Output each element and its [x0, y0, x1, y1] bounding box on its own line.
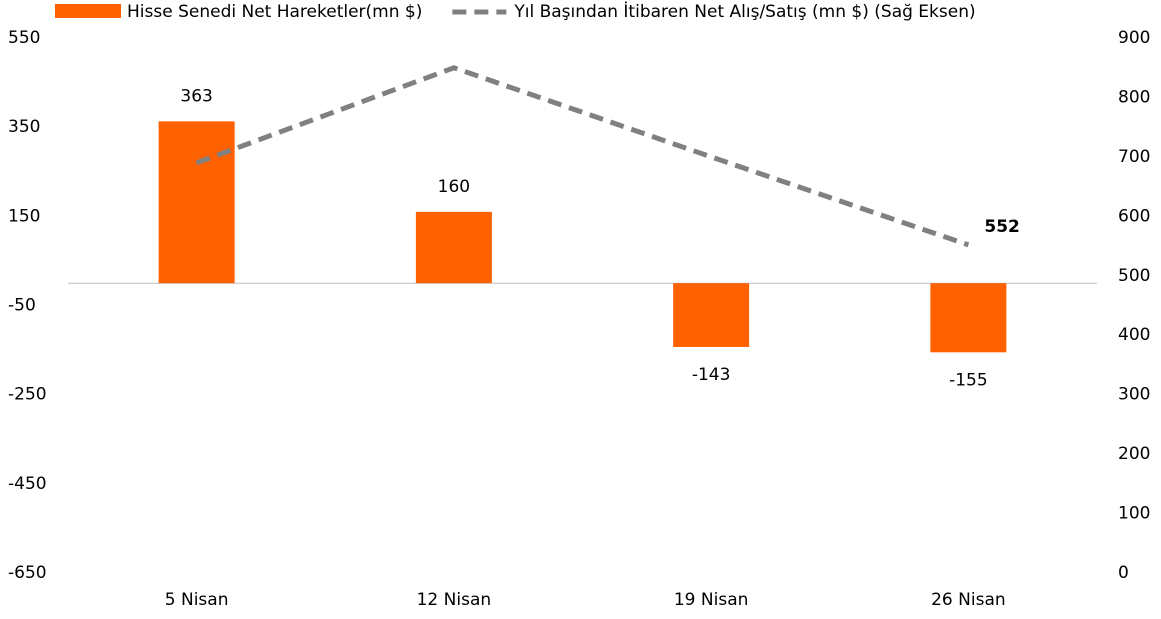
data-label: 363	[180, 86, 212, 106]
y2-tick-label: 800	[1118, 87, 1150, 107]
y2-tick-label: 400	[1118, 325, 1150, 345]
data-label: 160	[438, 177, 470, 197]
y2-tick-label: 300	[1118, 385, 1150, 405]
y2-tick-label: 100	[1118, 504, 1150, 524]
y2-tick-label: 600	[1118, 206, 1150, 226]
y-tick-label: -250	[8, 385, 47, 405]
bar	[158, 121, 235, 284]
y2-tick-label: 500	[1118, 266, 1150, 286]
y-tick-label: -650	[8, 563, 47, 583]
bar	[930, 283, 1007, 353]
line	[195, 65, 970, 248]
y2-tick-label: 900	[1118, 28, 1150, 48]
y2-tick-label: 0	[1118, 563, 1129, 583]
y2-tick-label: 700	[1118, 147, 1150, 167]
y-tick-label: 350	[8, 117, 40, 137]
bar	[415, 211, 492, 284]
data-label: -155	[949, 370, 988, 390]
data-label: -143	[692, 365, 731, 385]
y2-tick-label: 200	[1118, 444, 1150, 464]
legend-swatch	[55, 4, 121, 18]
y-tick-label: 550	[8, 28, 40, 48]
y-tick-label: -450	[8, 474, 47, 494]
x-tick-label: 12 Nisan	[417, 590, 492, 610]
legend-label: Yıl Başından İtibaren Net Alış/Satış (mn…	[513, 1, 975, 22]
x-tick-label: 19 Nisan	[674, 590, 749, 610]
x-tick-label: 5 Nisan	[165, 590, 229, 610]
y-tick-label: 150	[8, 206, 40, 226]
data-label: 552	[984, 217, 1020, 237]
y-tick-label: -50	[8, 296, 36, 316]
bar	[673, 283, 750, 347]
x-tick-label: 26 Nisan	[931, 590, 1006, 610]
legend-label: Hisse Senedi Net Hareketler(mn $)	[127, 2, 422, 22]
